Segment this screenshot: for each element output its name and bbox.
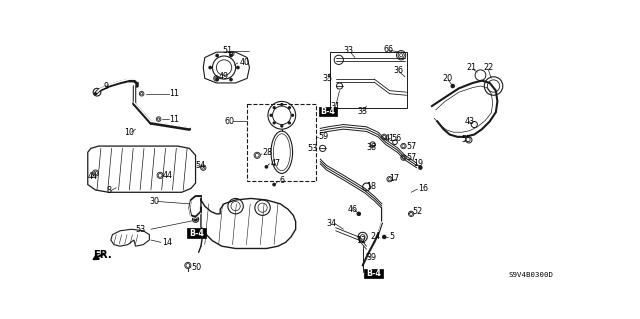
Text: 43: 43 [464, 117, 474, 126]
Text: 6: 6 [280, 176, 285, 185]
Text: 16: 16 [418, 184, 428, 193]
Text: 33: 33 [357, 107, 367, 116]
Text: 31: 31 [330, 101, 340, 111]
Circle shape [230, 78, 232, 81]
Text: 11: 11 [170, 115, 179, 124]
Text: 19: 19 [413, 159, 423, 167]
FancyBboxPatch shape [364, 269, 383, 278]
Text: 9: 9 [103, 82, 108, 91]
Text: 8: 8 [106, 186, 111, 195]
Bar [330, 52, 407, 108]
Circle shape [194, 218, 197, 221]
Circle shape [419, 166, 422, 169]
Circle shape [216, 54, 218, 57]
Text: 55: 55 [461, 136, 472, 145]
Bar [247, 104, 316, 181]
Text: 52: 52 [413, 207, 423, 216]
Text: 53: 53 [136, 225, 146, 234]
Text: 60: 60 [224, 117, 234, 126]
Text: 22: 22 [484, 63, 494, 72]
Text: 39: 39 [367, 253, 376, 262]
Text: 33: 33 [344, 46, 353, 55]
Text: 24: 24 [371, 233, 380, 241]
Text: 46: 46 [348, 205, 357, 214]
Circle shape [265, 166, 268, 168]
Circle shape [209, 66, 211, 69]
FancyBboxPatch shape [319, 107, 337, 116]
Text: 56: 56 [391, 134, 401, 143]
Text: 41: 41 [384, 134, 394, 143]
Text: 40: 40 [239, 58, 250, 67]
Text: 44: 44 [163, 171, 172, 180]
Text: 34: 34 [326, 219, 337, 227]
Text: 38: 38 [367, 143, 376, 152]
Circle shape [281, 125, 283, 127]
Text: 5: 5 [390, 233, 395, 241]
Circle shape [270, 114, 272, 116]
Text: 59: 59 [319, 132, 329, 141]
Text: 54: 54 [196, 161, 205, 170]
Text: 30: 30 [149, 197, 159, 206]
Circle shape [273, 183, 275, 186]
Text: 21: 21 [467, 63, 477, 72]
Text: 12: 12 [356, 235, 366, 245]
Text: 28: 28 [262, 148, 273, 157]
Circle shape [289, 107, 291, 108]
Text: 53: 53 [308, 144, 318, 153]
Text: 50: 50 [192, 263, 202, 272]
Text: FR.: FR. [93, 250, 112, 260]
Text: 18: 18 [367, 182, 376, 191]
Circle shape [216, 78, 218, 81]
Circle shape [230, 54, 232, 57]
Circle shape [289, 122, 291, 124]
Circle shape [273, 107, 275, 108]
FancyBboxPatch shape [187, 228, 205, 238]
Text: B-4: B-4 [321, 107, 335, 116]
Circle shape [237, 66, 239, 69]
Circle shape [383, 235, 386, 239]
Text: 57: 57 [406, 142, 417, 151]
Text: 17: 17 [390, 174, 400, 183]
Text: 66: 66 [383, 45, 394, 54]
Text: S9V4B0300D: S9V4B0300D [509, 272, 554, 278]
Circle shape [292, 114, 294, 116]
Text: 35: 35 [323, 74, 333, 83]
Text: 57: 57 [406, 153, 417, 162]
Text: 51: 51 [223, 46, 232, 55]
Text: B-4: B-4 [189, 229, 204, 238]
Circle shape [451, 85, 454, 87]
Text: 36: 36 [394, 66, 403, 75]
Text: 47: 47 [270, 159, 280, 167]
Circle shape [273, 122, 275, 124]
Circle shape [357, 212, 360, 215]
Text: 11: 11 [170, 89, 179, 98]
Text: 44: 44 [88, 172, 98, 182]
Circle shape [281, 104, 283, 105]
Text: 14: 14 [163, 238, 172, 247]
Text: 49: 49 [219, 72, 228, 81]
Text: 20: 20 [442, 74, 452, 83]
Text: 10: 10 [124, 128, 134, 137]
Text: B-4: B-4 [366, 269, 381, 278]
